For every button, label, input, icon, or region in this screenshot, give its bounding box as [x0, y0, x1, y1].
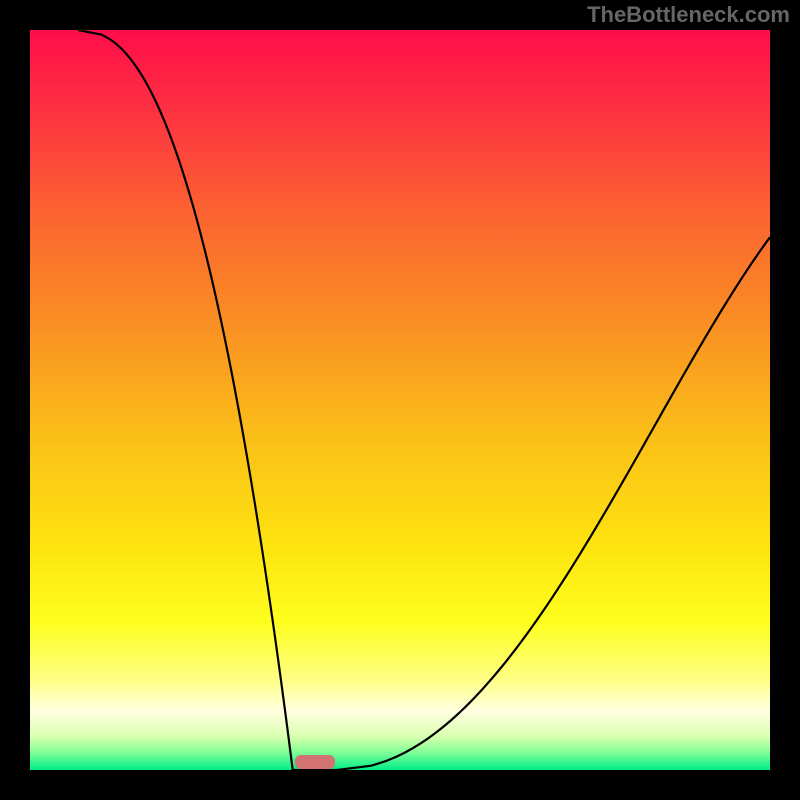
bottleneck-curve: [78, 30, 770, 770]
optimal-marker: [295, 755, 336, 769]
chart-container: TheBottleneck.com: [0, 0, 800, 800]
curve-overlay: [30, 30, 770, 770]
watermark-text: TheBottleneck.com: [587, 2, 790, 28]
plot-area: [30, 30, 770, 770]
